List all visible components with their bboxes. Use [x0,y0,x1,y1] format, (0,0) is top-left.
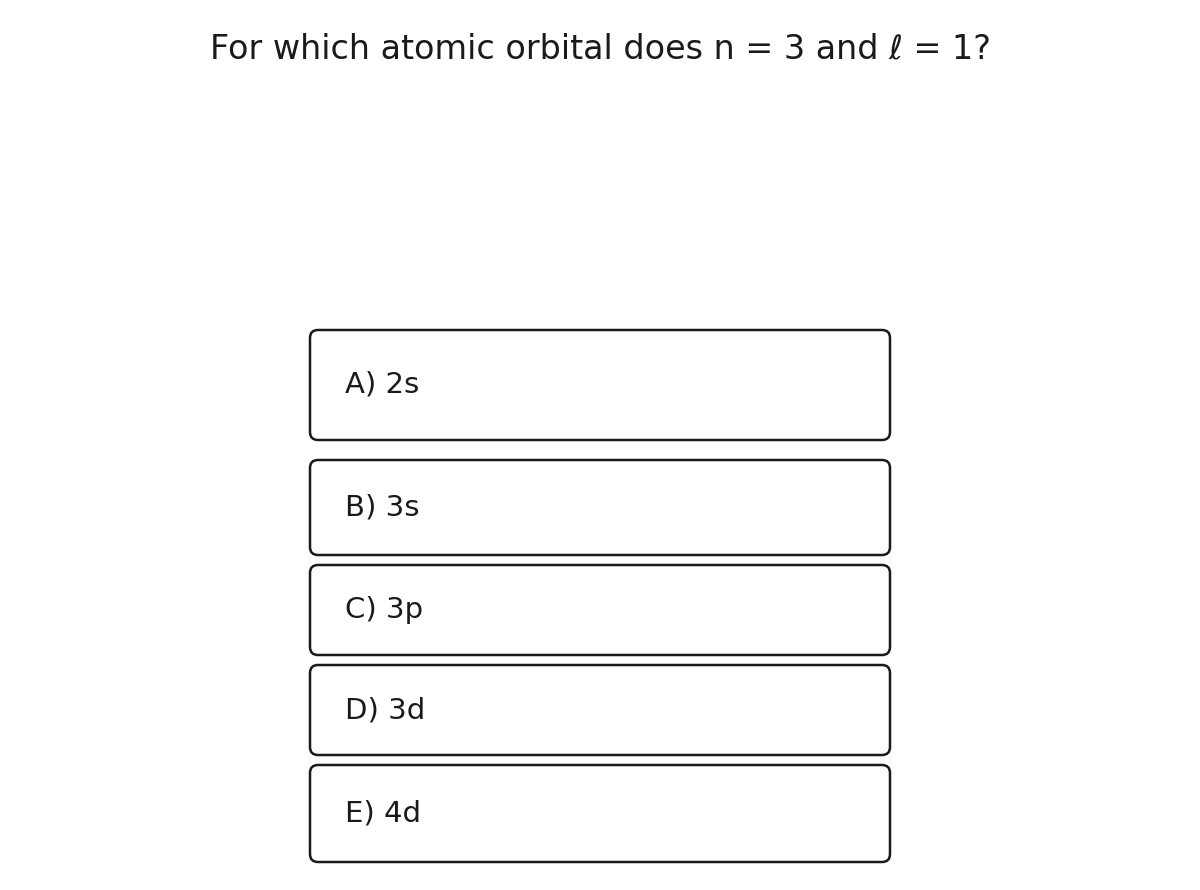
Text: C) 3p: C) 3p [346,596,424,624]
Text: E) 4d: E) 4d [346,799,421,828]
FancyBboxPatch shape [310,460,890,555]
FancyBboxPatch shape [310,330,890,440]
FancyBboxPatch shape [310,765,890,862]
FancyBboxPatch shape [310,665,890,755]
Text: D) 3d: D) 3d [346,696,425,724]
Text: A) 2s: A) 2s [346,371,419,399]
Text: For which atomic orbital does n = 3 and ℓ = 1?: For which atomic orbital does n = 3 and … [210,33,990,66]
FancyBboxPatch shape [310,565,890,655]
Text: B) 3s: B) 3s [346,493,420,522]
